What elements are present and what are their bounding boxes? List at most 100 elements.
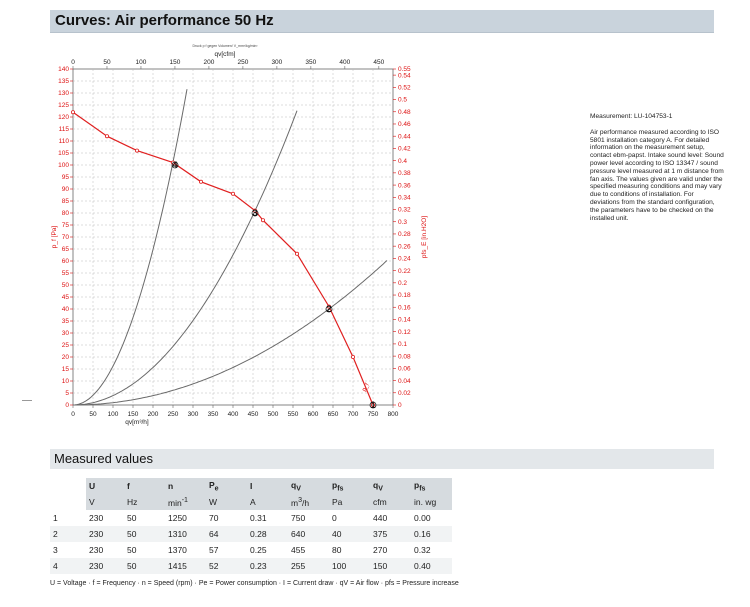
fan-curve-point	[294, 251, 299, 256]
cell: 50	[127, 545, 137, 555]
cell: 0	[332, 513, 337, 523]
system-curve-2	[73, 110, 298, 406]
y2-tick-label: 0.42	[398, 146, 411, 153]
table-units-row: V Hz min-1 W A m3/h Pa cfm in. wg	[50, 494, 452, 510]
x-tick-label: 200	[148, 411, 159, 418]
y-tick-label: 50	[62, 282, 70, 289]
y-tick-label: 120	[58, 114, 69, 121]
fan-curve-line	[72, 111, 374, 406]
x-tick-label: 700	[348, 411, 359, 418]
unit-voltage: V	[86, 494, 124, 510]
cell: 230	[89, 513, 104, 523]
y-tick-label: 85	[62, 198, 70, 205]
y2-tick-label: 0.22	[398, 268, 411, 275]
top-tick-label: 100	[136, 59, 147, 66]
y2-tick-label: 0.1	[398, 341, 407, 348]
measurement-text: Air performance measured according to IS…	[590, 128, 724, 222]
y-tick-label: 100	[58, 162, 69, 169]
x-tick-label: 500	[268, 411, 279, 418]
cell: 0.32	[414, 545, 431, 555]
y-tick-label: 10	[62, 378, 70, 385]
y-tick-label: 45	[62, 294, 70, 301]
y2-tick-label: 0.16	[398, 304, 411, 311]
cell: 640	[288, 526, 329, 542]
y-axis-label: p_f [Pa]	[51, 226, 58, 249]
header-airflow-sub: V	[296, 484, 301, 493]
y-tick-label: 35	[62, 318, 70, 325]
fan-curve-label: p_f	[361, 382, 371, 393]
row-index: 4	[50, 558, 86, 574]
y2-tick-label: 0.34	[398, 194, 411, 201]
cell: 1370	[168, 545, 187, 555]
y2-tick-label: 0.5	[398, 97, 407, 104]
unit-power: W	[206, 494, 247, 510]
operating-point-marker	[369, 401, 377, 409]
measured-values-bar: Measured values	[50, 449, 714, 469]
y-tick-label: 135	[58, 78, 69, 85]
table-row: 2 230 50 1310 64 0.28 640 40 375 0.16	[50, 526, 452, 542]
y-tick-label: 70	[62, 234, 70, 241]
y-tick-label: 5	[65, 390, 69, 397]
y-tick-label: 140	[58, 66, 69, 73]
header-airflow: qV	[288, 478, 329, 494]
cell: 1415	[165, 558, 206, 574]
header-pressure-inwg-sub: fs	[419, 484, 426, 493]
y2-tick-label: 0.12	[398, 329, 411, 336]
cell: 52	[206, 558, 247, 574]
operating-point-marker	[325, 305, 333, 313]
header-voltage: U	[86, 478, 124, 494]
measurement-id: Measurement: LU-104753-1	[590, 113, 673, 120]
operating-point-marker	[251, 209, 259, 217]
y-tick-label: 25	[62, 342, 70, 349]
air-performance-chart: 0 50 100 150 200 250 300 350 400 450 500 550 600 650 7…	[51, 44, 428, 426]
y2-tick-label: 0.32	[398, 207, 411, 214]
fan-curve-point	[134, 148, 139, 153]
y2-tick-label: 0.14	[398, 317, 411, 324]
y-tick-label: 15	[62, 366, 70, 373]
fan-curve-point	[260, 218, 265, 223]
cell: 50	[124, 558, 165, 574]
header-frequency: f	[124, 478, 165, 494]
top-tick-label: 350	[305, 59, 316, 66]
y-tick-label: 75	[62, 222, 70, 229]
header-pressure-inwg: pfs	[411, 478, 452, 494]
y2-tick-label: 0.28	[398, 231, 411, 238]
table-row: 3 230 50 1370 57 0.25 455 80 270 0.32	[50, 542, 452, 558]
top-tick-label: 150	[170, 59, 181, 66]
y2-tick-label: 0.52	[398, 85, 411, 92]
fan-curve-point	[370, 402, 375, 407]
x-tick-label: 0	[71, 411, 75, 418]
unit-pressure-inwg: in. wg	[411, 494, 452, 510]
table-corner	[50, 478, 86, 494]
x-tick-label: 250	[168, 411, 179, 418]
unit-airflow-sup: 3	[298, 496, 303, 505]
y2-tick-label: 0.08	[398, 353, 411, 360]
y-tick-label: 110	[59, 138, 70, 145]
table-header-row: U f n Pe I qV pfs qV pfs	[50, 478, 452, 494]
y2-tick-label: 0.36	[398, 182, 411, 189]
cell: 50	[124, 526, 165, 542]
fan-curve-point	[230, 191, 235, 196]
cell: 230	[86, 558, 124, 574]
cell: 440	[373, 513, 388, 523]
cell: 150	[370, 558, 411, 574]
x-tick-label: 150	[128, 411, 139, 418]
x-tick-label: 550	[288, 411, 299, 418]
x-tick-label: 600	[308, 411, 319, 418]
cell: 0.28	[247, 526, 288, 542]
top-tick-label: 400	[339, 59, 350, 66]
top-tick-label: 250	[237, 59, 248, 66]
top-tick-label: 200	[203, 59, 214, 66]
fan-curve-point	[198, 179, 203, 184]
cell: 40	[329, 526, 370, 542]
cell: 230	[89, 545, 104, 555]
header-airflow-cfm-sub: V	[378, 484, 383, 493]
header-airflow-cfm: qV	[370, 478, 411, 494]
x-tick-label: 300	[188, 411, 199, 418]
operating-point-label: 2	[326, 304, 331, 314]
y2-tick-label: 0.2	[398, 280, 407, 287]
header-speed: n	[165, 478, 206, 494]
y-tick-label: 95	[62, 174, 70, 181]
operating-point-marker	[171, 161, 179, 169]
page-title: Curves: Air performance 50 Hz	[55, 12, 274, 29]
